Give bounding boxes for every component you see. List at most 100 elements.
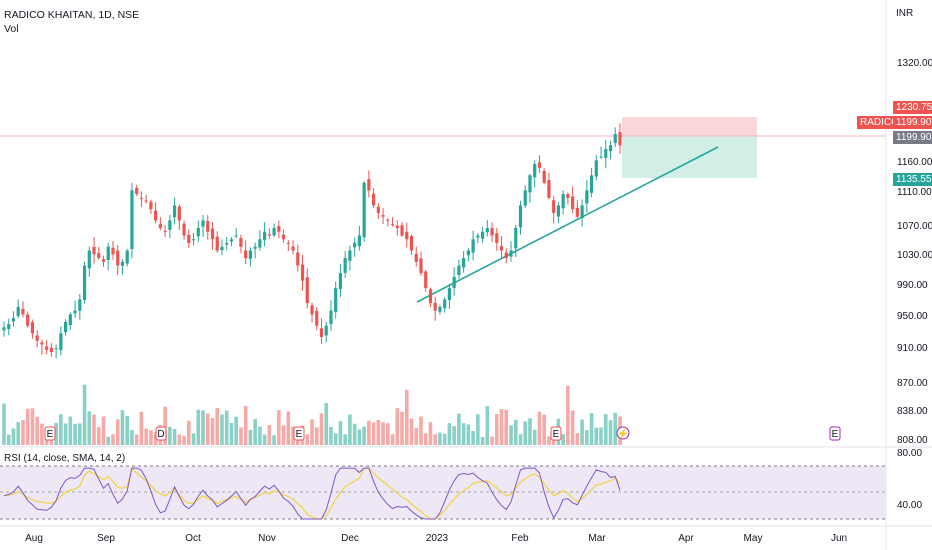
candle-body [116, 250, 120, 266]
candle-body [263, 231, 267, 240]
volume-bar [168, 426, 172, 445]
candle-body [504, 252, 508, 259]
volume-bar [362, 426, 366, 445]
price-tick-label: 808.00 [897, 435, 928, 446]
volume-bar [603, 414, 608, 445]
candle-body [381, 215, 385, 217]
volume-bar [258, 426, 262, 445]
volume-bar [480, 436, 485, 445]
volume-bar [333, 433, 338, 445]
candle-body [599, 156, 603, 158]
candle-body [618, 132, 622, 146]
volume-bar [253, 419, 257, 445]
candle-body [405, 231, 409, 240]
symbol-title: RADICO KHAITAN, 1D, NSE [4, 9, 140, 21]
candle-body [82, 265, 87, 300]
volume-bar [566, 385, 570, 445]
candle-body [111, 247, 115, 255]
candle-body [154, 210, 158, 221]
candle-body [281, 234, 286, 240]
volume-bar [224, 410, 229, 445]
candle-body [395, 225, 399, 228]
candle-body [172, 205, 177, 218]
candle-body [419, 258, 423, 274]
candle-body [168, 220, 172, 230]
volume-bar [82, 384, 87, 445]
volume-bar [314, 427, 319, 445]
volume-bar [239, 427, 243, 445]
candle-body [433, 302, 437, 311]
volume-bar [106, 436, 111, 445]
volume-bar [409, 418, 414, 445]
candle-body [438, 306, 442, 312]
candle-body [220, 246, 224, 251]
candle-body [338, 273, 343, 289]
candle-body [40, 342, 44, 345]
volume-bar [376, 419, 381, 445]
price-tick-label: 1320.00 [897, 58, 932, 69]
volume-bar [11, 428, 16, 445]
candle-body [120, 261, 125, 266]
candle-body [499, 246, 504, 251]
stop-zone [622, 136, 757, 178]
volume-bar [125, 415, 129, 445]
candle-body [210, 228, 215, 240]
candle-body [466, 250, 470, 256]
volume-bar [395, 408, 400, 445]
time-axis-label: Mar [588, 533, 606, 544]
time-axis-label: Oct [185, 533, 201, 544]
volume-bar [172, 428, 177, 445]
volume-bar [466, 424, 471, 445]
volume-bar [495, 414, 499, 445]
target-price-tag: 1230.75 [893, 101, 932, 114]
candle-body [16, 306, 20, 317]
rsi-tick-label: 40.00 [897, 500, 922, 511]
price-tick-label: 1030.00 [897, 250, 932, 261]
candle-body [533, 164, 537, 178]
volume-bar [594, 427, 599, 445]
candle-body [30, 322, 35, 334]
candle-body [187, 234, 191, 244]
price-tick-label: 1160.00 [897, 157, 932, 168]
candle-body [291, 246, 295, 251]
volume-bar [447, 423, 452, 445]
time-axis-label: Aug [25, 533, 43, 544]
candle-body [443, 299, 447, 309]
time-axis-label: Feb [511, 533, 529, 544]
candle-body [26, 314, 30, 326]
target-zone [622, 117, 757, 136]
volume-bar [599, 427, 603, 445]
volume-bar [528, 418, 532, 445]
candle-body [54, 348, 58, 350]
candle-body [585, 190, 589, 204]
volume-bar [243, 405, 248, 445]
candle-body [509, 250, 513, 257]
volume-bar [63, 423, 68, 445]
candle-body [348, 250, 352, 261]
candle-body [139, 197, 144, 199]
volume-bar [78, 423, 82, 445]
volume-bar [423, 433, 428, 445]
price-tick-label: 870.00 [897, 378, 928, 389]
candle-body [267, 234, 271, 236]
candle-body [234, 235, 238, 237]
volume-bar [205, 413, 210, 445]
volume-bar [177, 434, 182, 445]
candle-body [329, 310, 333, 325]
candle-body [386, 219, 390, 221]
candle-body [125, 250, 129, 264]
event-marker-label: E [832, 429, 839, 440]
volume-bar [585, 430, 589, 445]
event-marker-label: E [47, 429, 54, 440]
candle-body [163, 230, 167, 232]
time-axis-label: Apr [678, 533, 694, 544]
volume-bar [547, 436, 551, 445]
volume-bar [281, 425, 286, 445]
volume-bar [343, 434, 347, 445]
volume-bar [101, 416, 106, 445]
volume-bar [291, 426, 295, 445]
volume-bar [21, 420, 25, 445]
candle-body [239, 237, 243, 247]
volume-bar [419, 416, 423, 445]
